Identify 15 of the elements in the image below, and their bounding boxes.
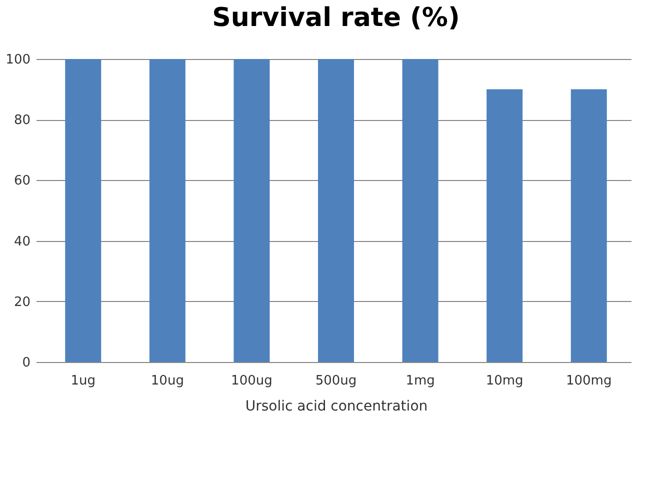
y-tick-label: 40 [14, 234, 30, 250]
x-tick-label: 500ug [315, 374, 357, 388]
x-tick-label: 1mg [406, 374, 435, 388]
y-tick-label: 100 [6, 52, 30, 68]
y-tick-label: 20 [14, 294, 30, 310]
x-tick-label: 100mg [566, 374, 612, 388]
y-tick-label: 0 [22, 356, 30, 370]
x-tick-label: 1ug [70, 374, 96, 388]
x-tick-label: 10mg [486, 374, 524, 388]
x-tick-label: 100ug [231, 374, 272, 388]
y-tick-label: 60 [14, 174, 30, 189]
x-tick-label: 10ug [150, 374, 184, 388]
x-axis-title: Ursolic acid concentration [245, 398, 428, 414]
chart-title: Survival rate (%) [212, 3, 460, 33]
y-tick-label: 80 [14, 113, 30, 128]
